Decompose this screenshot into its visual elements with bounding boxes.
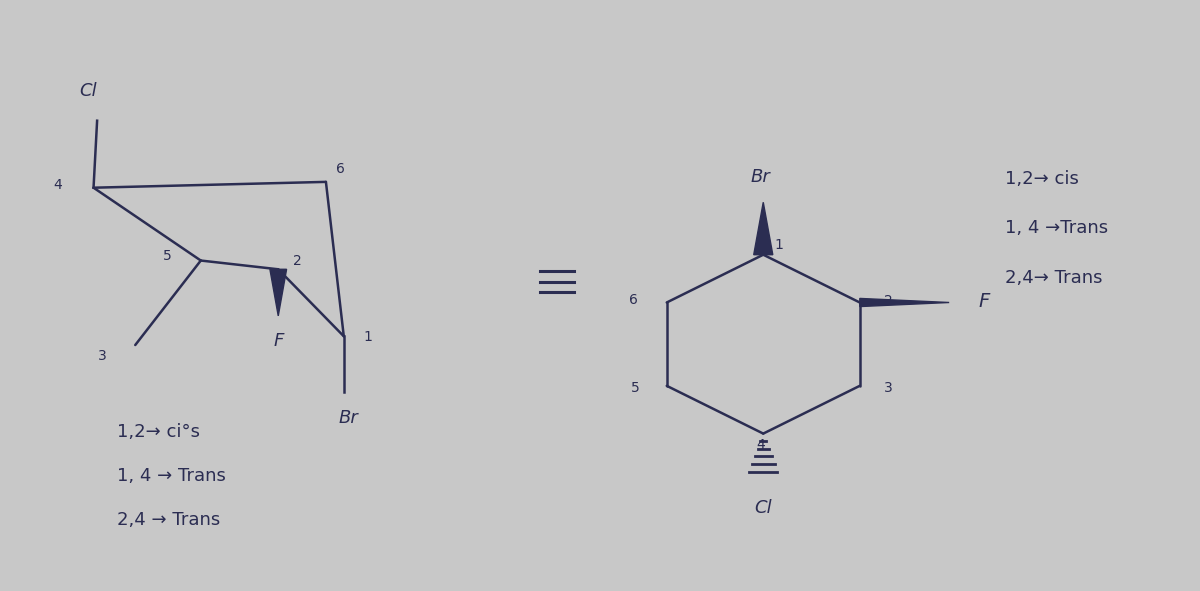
Text: 5: 5 (163, 249, 172, 263)
Text: F: F (979, 292, 990, 311)
Polygon shape (859, 298, 949, 307)
Text: 3: 3 (97, 349, 107, 362)
Text: 2,4 → Trans: 2,4 → Trans (118, 511, 221, 529)
Text: 6: 6 (336, 162, 344, 176)
Text: 2: 2 (293, 254, 301, 268)
Text: 6: 6 (629, 293, 638, 307)
Text: 1, 4 →Trans: 1, 4 →Trans (1006, 219, 1109, 238)
Text: 1: 1 (774, 238, 784, 252)
Text: Cl: Cl (79, 82, 96, 100)
Text: 5: 5 (631, 381, 640, 395)
Text: Cl: Cl (755, 499, 772, 517)
Text: 3: 3 (884, 381, 893, 395)
Polygon shape (270, 269, 287, 316)
Text: 2,4→ Trans: 2,4→ Trans (1006, 269, 1103, 287)
Text: 1,2→ ci°s: 1,2→ ci°s (118, 423, 200, 441)
Text: F: F (274, 332, 283, 350)
Text: 2: 2 (884, 294, 893, 309)
Polygon shape (754, 202, 773, 255)
Text: 4: 4 (54, 178, 62, 193)
Text: 1: 1 (364, 330, 372, 345)
Text: 1,2→ cis: 1,2→ cis (1006, 170, 1079, 188)
Text: 4: 4 (756, 439, 766, 452)
Text: 1, 4 → Trans: 1, 4 → Trans (118, 467, 227, 485)
Text: Br: Br (751, 168, 770, 186)
Text: Br: Br (338, 409, 359, 427)
